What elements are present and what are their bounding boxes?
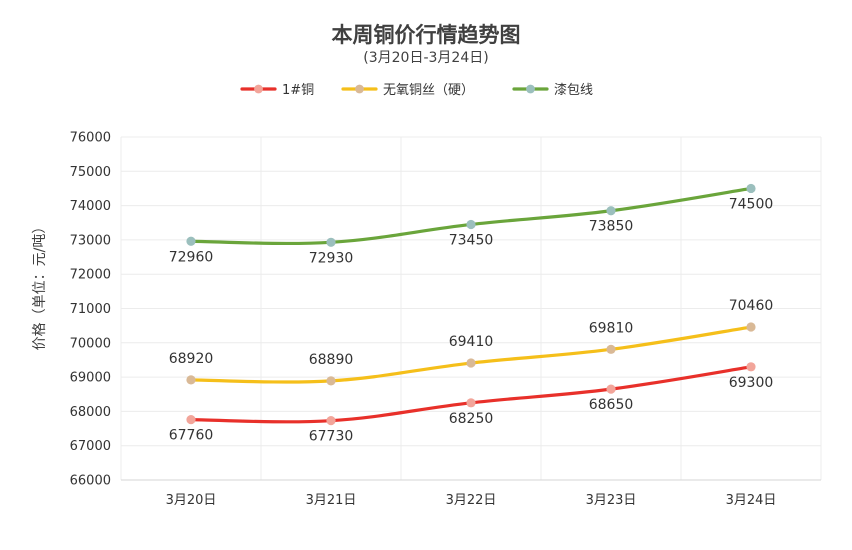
data-point[interactable]: [606, 384, 616, 394]
y-tick-label: 69000: [70, 371, 111, 386]
data-label: 68650: [589, 397, 634, 413]
series-2: 68920 68890 69410 69810 70460: [169, 298, 774, 386]
data-label: 68890: [309, 352, 354, 368]
data-label: 69810: [589, 320, 634, 336]
data-point[interactable]: [466, 398, 476, 408]
legend[interactable]: 1#铜 无氧铜丝（硬） 漆包线: [240, 82, 593, 98]
y-tick-label: 74000: [70, 199, 111, 214]
series-layer: 67760 67730 68250 68650 69300 68920 68890 69410…: [169, 183, 774, 445]
data-label: 67760: [169, 428, 214, 444]
data-point[interactable]: [466, 219, 476, 230]
y-tick-label: 75000: [70, 165, 111, 180]
y-tick-label: 76000: [70, 131, 111, 146]
x-tick-label: 3月24日: [726, 493, 777, 508]
y-tick-label: 72000: [70, 268, 111, 283]
legend-swatch-marker: [254, 84, 263, 94]
data-point[interactable]: [466, 358, 476, 368]
y-axis-label: 价格（单位：元/吨）: [32, 220, 48, 351]
data-label: 67730: [309, 429, 354, 445]
data-label: 68920: [169, 351, 214, 367]
data-label: 73450: [449, 232, 494, 248]
data-point[interactable]: [326, 376, 336, 386]
y-tick-label: 67000: [70, 439, 111, 454]
x-tick-label: 3月22日: [446, 493, 497, 508]
legend-label: 无氧铜丝（硬）: [383, 83, 474, 98]
chart-title: 本周铜价行情趋势图: [332, 23, 521, 47]
legend-item-1[interactable]: 1#铜: [240, 83, 314, 98]
chart-subtitle: (3月20日-3月24日): [363, 50, 488, 66]
y-tick-label: 68000: [70, 405, 111, 420]
data-label: 74500: [729, 196, 774, 212]
data-point[interactable]: [746, 183, 756, 194]
data-label: 70460: [729, 298, 774, 314]
axes: 66000 67000 68000 69000 70000 71000 72000 73000…: [70, 131, 821, 508]
legend-swatch-marker: [526, 84, 535, 94]
data-point[interactable]: [326, 237, 336, 247]
y-tick-label: 71000: [70, 302, 111, 317]
data-label: 68250: [449, 411, 494, 427]
y-tick-label: 73000: [70, 233, 111, 248]
x-tick-label: 3月21日: [306, 493, 357, 508]
legend-label: 漆包线: [554, 82, 593, 98]
legend-label: 1#铜: [282, 83, 314, 98]
data-label: 69300: [729, 375, 774, 391]
legend-item-2[interactable]: 无氧铜丝（硬）: [341, 83, 474, 98]
series-1: 67760 67730 68250 68650 69300: [169, 362, 774, 445]
x-tick-label: 3月20日: [166, 493, 217, 508]
series-3: 72960 72930 73450 73850 74500: [169, 183, 774, 266]
grid: [120, 136, 822, 481]
legend-item-3[interactable]: 漆包线: [512, 82, 593, 98]
data-point[interactable]: [746, 322, 756, 332]
legend-swatch-marker: [355, 84, 364, 94]
data-point[interactable]: [186, 415, 196, 425]
data-point[interactable]: [606, 344, 616, 354]
data-label: 72930: [309, 250, 354, 266]
data-point[interactable]: [326, 416, 336, 426]
data-point[interactable]: [186, 375, 196, 385]
data-label: 73850: [589, 219, 634, 235]
data-point[interactable]: [606, 206, 616, 216]
data-label: 69410: [449, 334, 494, 350]
y-tick-label: 66000: [70, 474, 111, 489]
x-tick-label: 3月23日: [586, 493, 637, 508]
data-label: 72960: [169, 249, 214, 265]
data-point[interactable]: [186, 236, 196, 246]
y-tick-label: 70000: [70, 336, 111, 351]
data-point[interactable]: [746, 362, 756, 372]
